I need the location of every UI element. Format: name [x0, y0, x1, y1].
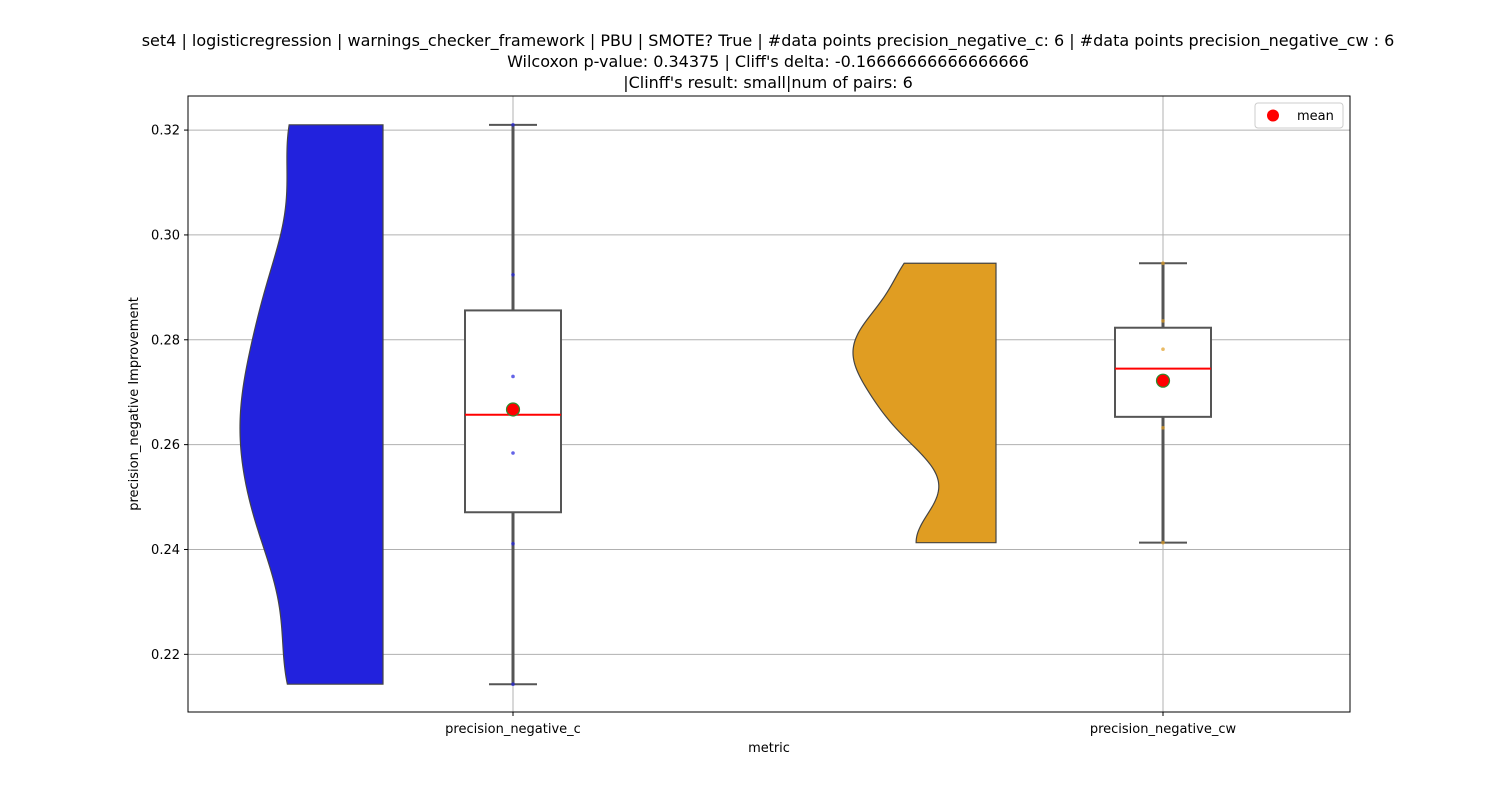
y-tick-label: 0.24: [151, 543, 180, 558]
data-point-precision_negative_c: [511, 123, 515, 127]
chart-title-line-3: |Clinff's result: small|num of pairs: 6: [623, 73, 913, 92]
x-tick-label: precision_negative_cw: [1090, 722, 1237, 737]
legend-label-mean: mean: [1297, 109, 1334, 124]
box-layer: [464, 123, 1212, 687]
legend-frame: [1254, 102, 1344, 129]
y-tick-label: 0.22: [151, 648, 180, 663]
chart-title-line-1: set4 | logisticregression | warnings_che…: [142, 31, 1395, 51]
data-point-precision_negative_cw: [1161, 319, 1165, 323]
y-tick-label: 0.28: [151, 333, 180, 348]
data-point-precision_negative_c: [511, 451, 515, 455]
legend-mean-marker: [1267, 109, 1279, 122]
data-point-precision_negative_cw: [1161, 261, 1165, 266]
x-tick-label: precision_negative_c: [445, 722, 581, 737]
plot-area-frame: [187, 95, 1351, 713]
data-point-precision_negative_cw: [1161, 540, 1165, 545]
data-point-precision_negative_c: [511, 682, 515, 687]
data-point-precision_negative_c: [511, 272, 515, 277]
data-point-precision_negative_c: [511, 374, 515, 379]
violin-precision_negative_c: [239, 124, 384, 685]
y-tick-label: 0.32: [151, 124, 180, 139]
violin-precision_negative_cw: [852, 262, 997, 544]
x-axis: precision_negative_c precision_negative_c…: [445, 712, 1237, 737]
legend: mean: [1254, 102, 1344, 129]
data-point-precision_negative_c: [511, 541, 515, 546]
violin-layer: [239, 124, 997, 685]
box-precision_negative_cw: [1114, 326, 1212, 418]
y-axis-label: precision_negative Improvement: [127, 297, 142, 511]
y-axis: 0.22 0.24 0.26 0.28 0.30 0.32: [151, 124, 188, 663]
data-point-precision_negative_cw: [1161, 426, 1165, 430]
mean-marker-precision_negative_c: [505, 402, 521, 417]
y-tick-label: 0.30: [151, 228, 180, 243]
data-point-precision_negative_cw: [1161, 347, 1165, 352]
chart-title-line-2: Wilcoxon p-value: 0.34375 | Cliff's delt…: [507, 52, 1029, 71]
chart-title: set4 | logisticregression | warnings_che…: [142, 31, 1395, 92]
mean-marker-precision_negative_cw: [1155, 373, 1171, 388]
y-tick-label: 0.26: [151, 438, 180, 453]
x-axis-label: metric: [748, 741, 790, 756]
